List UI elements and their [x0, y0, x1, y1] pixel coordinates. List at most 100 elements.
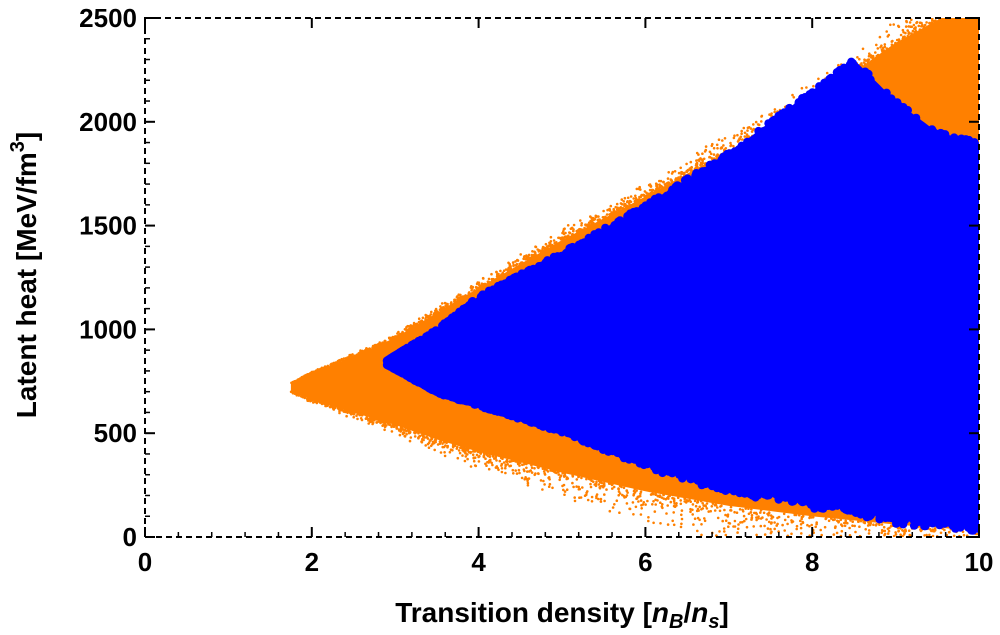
data-point	[943, 13, 946, 16]
data-point	[937, 555, 940, 558]
data-point	[929, 528, 932, 531]
data-point	[705, 507, 709, 510]
data-point	[509, 411, 518, 421]
data-point	[610, 483, 614, 487]
data-point	[443, 454, 447, 458]
data-point	[694, 504, 698, 508]
data-point	[820, 533, 823, 537]
data-point	[432, 387, 441, 396]
data-point	[431, 442, 434, 446]
data-point	[345, 414, 348, 418]
data-point	[544, 242, 548, 246]
data-point	[696, 516, 700, 520]
data-point	[655, 184, 658, 188]
data-point	[945, 10, 948, 13]
data-point	[922, 12, 925, 15]
data-point	[399, 332, 403, 336]
data-point	[425, 435, 429, 439]
data-point	[933, 545, 936, 548]
data-point	[755, 516, 758, 519]
data-point	[888, 123, 898, 132]
data-point	[960, 569, 963, 572]
data-point	[375, 343, 379, 347]
data-point	[608, 208, 612, 211]
data-point	[909, 521, 919, 530]
data-point	[479, 451, 483, 455]
data-point	[543, 248, 547, 251]
data-point	[761, 516, 764, 519]
data-point	[712, 146, 716, 150]
data-point	[941, 9, 944, 12]
data-point	[953, 154, 962, 163]
data-point	[459, 304, 468, 314]
data-point	[678, 196, 688, 206]
data-point	[773, 527, 776, 531]
data-point	[590, 500, 594, 503]
data-point	[727, 525, 730, 528]
data-point	[585, 491, 588, 495]
data-point	[755, 512, 758, 516]
data-point	[908, 513, 917, 522]
data-point	[744, 507, 747, 510]
data-point	[473, 289, 476, 292]
data-point	[356, 417, 359, 421]
data-point	[922, 561, 925, 564]
data-point	[577, 475, 580, 479]
data-point	[945, 7, 948, 10]
data-point	[443, 451, 446, 454]
data-point	[649, 192, 653, 195]
data-point	[952, 0, 955, 1]
data-point	[382, 341, 385, 345]
data-point	[390, 425, 393, 429]
data-point	[469, 450, 473, 454]
data-point	[413, 339, 422, 348]
data-point	[364, 348, 368, 352]
data-point	[741, 143, 751, 153]
data-point	[478, 454, 481, 458]
data-point	[770, 517, 773, 520]
data-point	[415, 323, 419, 327]
data-point	[493, 457, 496, 460]
data-point	[518, 461, 522, 465]
data-point	[705, 502, 709, 505]
data-point	[934, 19, 937, 22]
data-point	[679, 175, 682, 178]
data-point	[659, 522, 662, 525]
data-point	[703, 162, 707, 165]
data-point	[800, 517, 803, 521]
data-point	[843, 524, 847, 528]
data-point	[933, 527, 937, 531]
data-point	[714, 503, 717, 506]
data-point	[856, 100, 866, 110]
data-point	[409, 436, 413, 439]
data-point	[546, 246, 549, 250]
data-point	[683, 497, 687, 500]
data-point	[808, 112, 817, 122]
data-point	[639, 460, 649, 470]
data-point	[325, 404, 329, 408]
data-point	[383, 425, 387, 429]
data-point	[672, 497, 676, 501]
data-point	[783, 529, 786, 532]
data-point	[963, 0, 966, 1]
data-point	[669, 500, 673, 504]
data-point	[930, 21, 933, 25]
data-point	[926, 544, 929, 547]
data-point	[769, 527, 772, 531]
data-point	[840, 523, 843, 526]
data-point	[641, 201, 650, 210]
data-point	[949, 9, 952, 12]
data-point	[346, 411, 349, 415]
data-point	[553, 252, 562, 261]
data-point	[417, 437, 420, 440]
data-point	[716, 147, 719, 150]
data-point	[970, 138, 979, 147]
data-point	[536, 472, 540, 475]
data-point	[300, 395, 304, 398]
data-point	[770, 112, 773, 115]
data-point	[345, 409, 349, 412]
data-point	[546, 470, 550, 473]
data-point	[504, 466, 507, 470]
data-point	[715, 143, 719, 147]
data-point	[848, 526, 851, 530]
